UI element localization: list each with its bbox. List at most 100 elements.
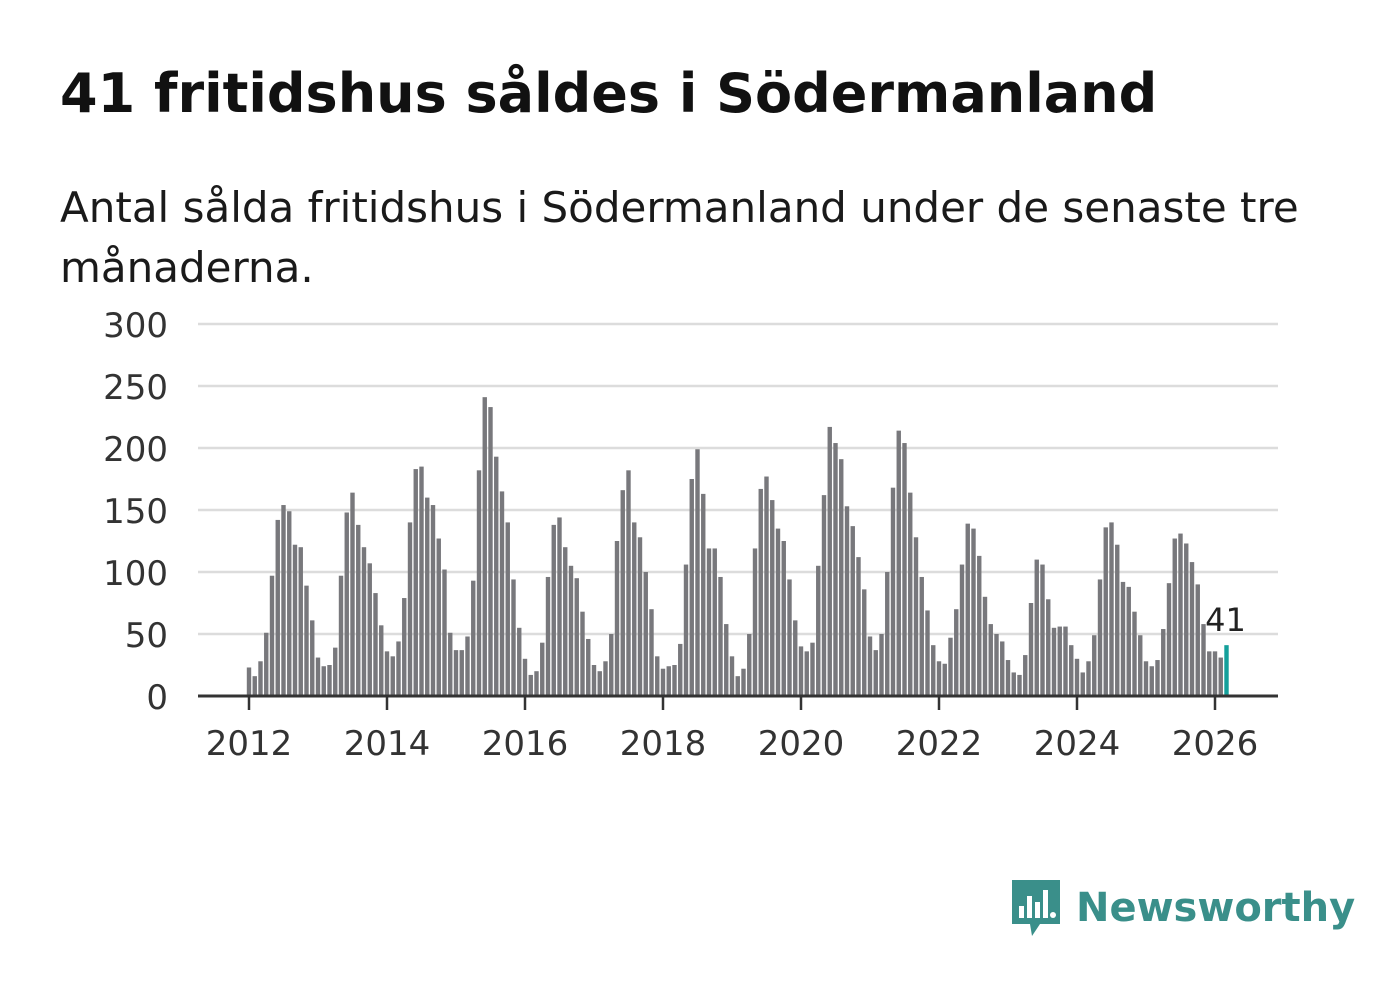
bar [1069,645,1074,696]
bar [281,505,286,696]
bar [287,511,292,696]
bar [1201,624,1206,696]
bar [672,665,677,696]
bar [275,519,280,696]
bar [327,665,332,696]
bar [833,443,838,696]
bar [959,564,965,696]
bar [304,585,309,696]
bar [747,634,752,696]
bar [1155,660,1160,696]
bar [1166,583,1172,696]
bar [1103,527,1108,696]
bar [609,634,614,696]
bar [1028,603,1034,696]
bar [919,576,924,696]
bar [758,488,763,696]
x-tick-label: 2016 [482,724,569,764]
x-tick-label: 2018 [620,724,707,764]
y-tick-label: 300 [103,306,168,346]
bar [913,537,919,696]
bar [1132,611,1137,696]
y-tick-label: 50 [125,616,168,656]
bar [298,547,303,696]
bar [310,620,315,696]
bar [683,564,689,696]
bar [770,500,775,696]
bar [488,407,493,696]
bar [511,579,516,696]
bar [1172,538,1177,696]
bar [1005,660,1011,696]
bar [678,643,683,696]
bar [1195,584,1200,696]
bar [1097,579,1103,696]
bar [442,569,447,696]
bar [258,661,263,696]
bar [896,430,901,696]
bar [931,645,936,696]
bar [1178,533,1183,696]
bar [338,575,344,696]
bar [1143,661,1149,696]
y-tick-label: 200 [103,430,168,470]
bar [1109,522,1114,696]
bar [505,522,510,696]
bar [735,676,740,696]
bar [499,491,505,696]
bar [1189,562,1195,696]
highlight-data-label: 41 [1205,601,1246,639]
bar [873,650,878,696]
bar [482,397,487,696]
bar [724,624,729,696]
bar [936,661,942,696]
bar [591,665,597,696]
bar [1034,559,1039,696]
bar [436,538,441,696]
bar [534,671,539,696]
bar [1000,641,1005,696]
bar [1212,651,1218,696]
bar [407,522,413,696]
y-tick-label: 0 [146,678,168,718]
bar [902,443,907,696]
y-tick-label: 150 [103,492,168,532]
bar [890,487,896,696]
bar [1149,666,1154,696]
bar [471,580,476,696]
bar [1063,626,1068,696]
bar [494,456,499,696]
bar [1138,635,1143,696]
bar [246,667,252,696]
bar [1126,586,1131,696]
bar [856,557,861,696]
bar [988,624,993,696]
bar [620,490,625,696]
bar [1040,564,1045,696]
bar [660,668,666,696]
bar [752,548,758,696]
bar [465,636,470,696]
bar-highlight [1224,645,1229,696]
bar [637,537,643,696]
bar [1057,626,1062,696]
brand-name: Newsworthy [1076,885,1356,931]
bar [977,555,982,696]
bar [367,563,372,696]
bar [666,666,671,696]
bar [804,651,809,696]
bar [994,634,999,696]
bar [965,523,970,696]
bar [413,469,418,696]
bar [379,625,384,696]
bar [540,642,545,696]
bar [390,656,395,696]
bar [827,426,832,696]
x-tick-label: 2014 [344,724,431,764]
bar [419,466,424,696]
bar [850,526,855,696]
bar [781,541,786,696]
bar [942,663,947,696]
bar [522,658,528,696]
bar [1218,657,1223,696]
